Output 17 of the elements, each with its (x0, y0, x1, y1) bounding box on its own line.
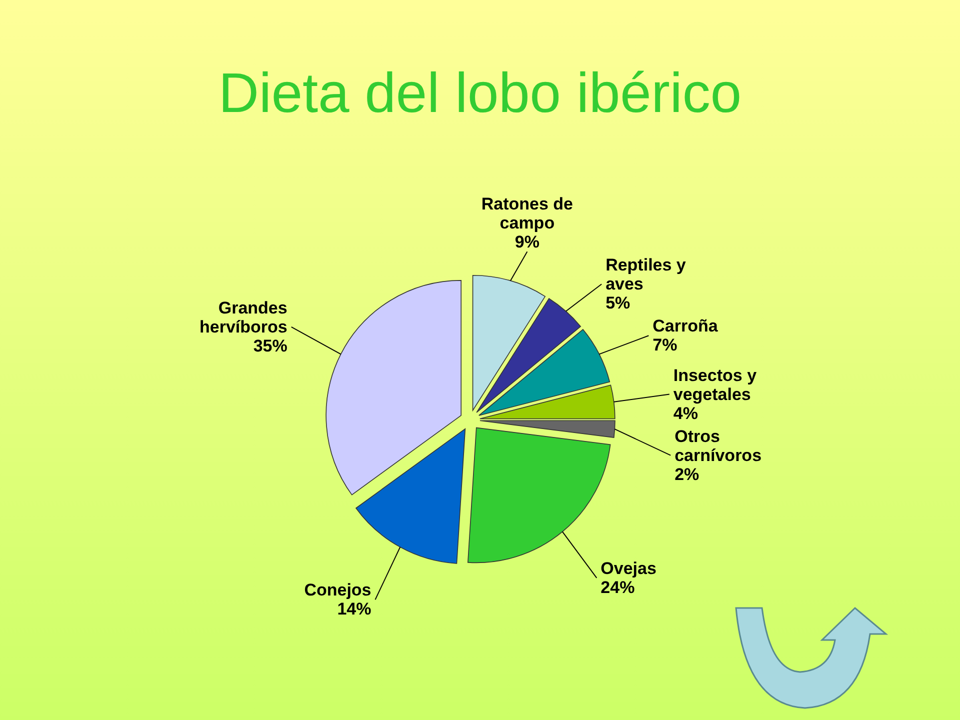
slice-label: Otros carnívoros (674, 426, 762, 465)
data-label: 4% (673, 404, 698, 423)
data-label: 2% (674, 464, 700, 484)
slice-label: Insectos y vegetales (673, 366, 758, 404)
slice-label: Ovejas (600, 558, 656, 578)
data-label: 14% (337, 600, 372, 619)
slice-label: Conejos (304, 580, 372, 600)
data-label: 5% (606, 294, 630, 313)
data-label: 9% (514, 232, 540, 252)
data-label: 24% (600, 578, 635, 597)
slice-label: Grandes hervíboros (199, 298, 288, 336)
data-label: 35% (253, 336, 288, 356)
slice-label: Ratones de campo (481, 194, 574, 233)
chart-title: Dieta del lobo ibérico (218, 61, 742, 124)
slice-label: Reptiles y aves (606, 256, 686, 294)
data-label: 7% (652, 336, 678, 355)
slice-label: Carroña (652, 316, 718, 336)
